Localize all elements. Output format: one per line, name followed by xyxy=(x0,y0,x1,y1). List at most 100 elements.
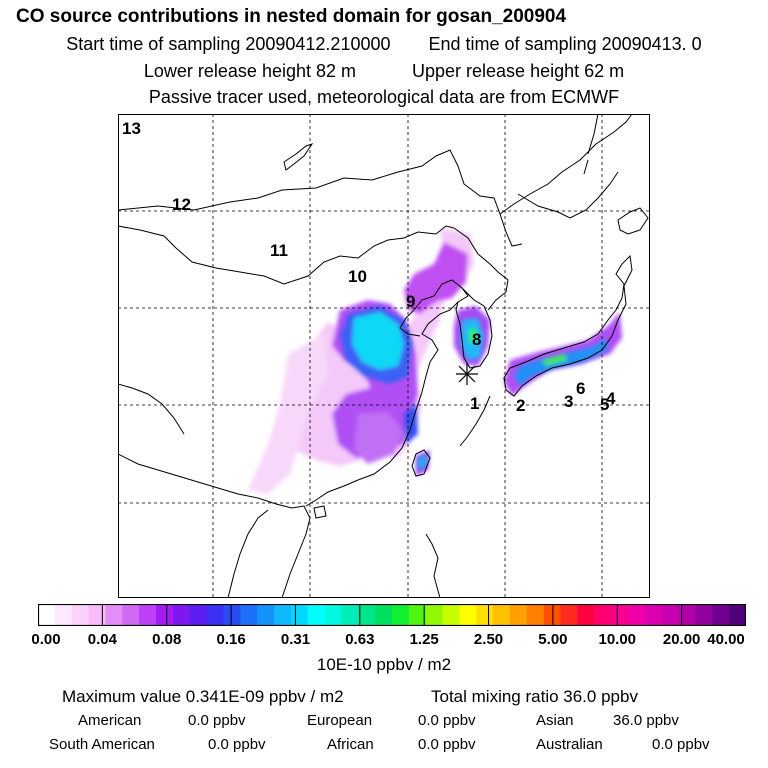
plume-cyan xyxy=(352,312,404,370)
siberia-coast xyxy=(517,171,619,219)
region-label-2: 2 xyxy=(516,396,525,415)
american-label: American xyxy=(78,712,142,729)
colorbar-cell xyxy=(139,604,157,626)
american-value: 0.0 ppbv xyxy=(188,712,246,729)
coastlines xyxy=(118,114,649,598)
max-value-label: Maximum value 0.341E-09 ppbv / m2 xyxy=(62,687,344,706)
colorbar-cell xyxy=(189,604,208,626)
colorbar-cell xyxy=(54,604,73,626)
source-contribution-map: 1 2 3 4 5 6 8 9 10 11 12 13 xyxy=(118,114,650,598)
colorbar-frame xyxy=(38,604,746,626)
plume-japan-green xyxy=(542,354,568,366)
asterisk-icon xyxy=(456,363,478,385)
colorbar-cell xyxy=(594,604,612,626)
region-labels: 1 2 3 4 5 6 8 9 10 11 12 13 xyxy=(122,119,616,415)
philippines xyxy=(425,533,441,598)
asian-value: 36.0 ppbv xyxy=(613,712,679,729)
colorbar-cell xyxy=(122,604,140,626)
colorbar-cell xyxy=(493,604,511,626)
australian-value: 0.0 ppbv xyxy=(652,736,710,753)
russia-mongolia-border xyxy=(118,149,523,247)
total-mixing-ratio-label: Total mixing ratio 36.0 ppbv xyxy=(431,687,638,706)
taiwan xyxy=(411,449,431,477)
page-title: CO source contributions in nested domain… xyxy=(16,6,567,27)
colorbar-cell xyxy=(172,604,191,626)
colorbar-cell xyxy=(577,604,595,626)
colorbar-cells xyxy=(38,604,746,626)
tracer-note: Passive tracer used, meteorological data… xyxy=(148,87,620,107)
region-label-5: 5 xyxy=(600,395,609,414)
indochina xyxy=(118,453,311,598)
colorbar-tick-label: 5.00 xyxy=(538,631,568,648)
colorbar-cell xyxy=(695,604,713,626)
japan-honshu xyxy=(503,254,633,397)
colorbar-cell xyxy=(425,604,444,626)
lake-baikal xyxy=(283,143,314,171)
colorbar-cell xyxy=(307,604,326,626)
south-american-label: South American xyxy=(49,736,155,753)
colorbar-cell xyxy=(611,604,629,626)
colorbar-cell xyxy=(408,604,427,626)
colorbar-cell xyxy=(661,604,680,626)
colorbar-tick-label: 0.00 xyxy=(31,631,61,648)
korea-peninsula xyxy=(455,287,493,369)
colorbar-cell xyxy=(71,604,90,626)
colorbar-tick-label: 20.00 xyxy=(662,631,701,648)
plume-violet xyxy=(404,242,468,314)
african-label: African xyxy=(327,736,374,753)
australian-label: Australian xyxy=(536,736,603,753)
region-label-1: 1 xyxy=(470,394,479,413)
india-east xyxy=(118,383,185,435)
region-label-6: 6 xyxy=(576,379,585,398)
colorbar-cell xyxy=(206,604,225,626)
colorbar-tick-label: 0.08 xyxy=(152,631,182,648)
release-heights: Lower release height 82 m Upper release h… xyxy=(0,62,768,80)
plume-violet-south xyxy=(354,412,404,464)
region-label-9: 9 xyxy=(406,292,415,311)
region-label-3: 3 xyxy=(564,392,573,411)
colorbar-cell xyxy=(375,604,393,626)
korea-border-coast xyxy=(453,227,509,311)
start-time-label: Start time of sampling 20090412.210000 xyxy=(66,34,391,54)
colorbar-cell xyxy=(223,604,241,626)
colorbar-cell xyxy=(105,604,123,626)
colorbar-cell xyxy=(678,604,697,626)
region-label-11: 11 xyxy=(270,241,288,260)
colorbar-cell xyxy=(88,604,107,626)
map-frame xyxy=(118,114,650,598)
african-value: 0.0 ppbv xyxy=(418,736,476,753)
south-american-value: 0.0 ppbv xyxy=(208,736,266,753)
colorbar-cell xyxy=(729,604,746,626)
lat-lon-grid xyxy=(118,114,650,598)
russia-east xyxy=(499,114,633,215)
colorbar-cell xyxy=(560,604,579,626)
plume-taiwan-blue xyxy=(418,454,428,470)
end-time-label: End time of sampling 20090413. 0 xyxy=(428,34,702,54)
colorbar-dividers xyxy=(101,604,683,626)
european-label: European xyxy=(307,712,373,729)
colorbar xyxy=(38,604,746,626)
vietnam-coast xyxy=(227,509,269,598)
colorbar-cell xyxy=(644,604,663,626)
colorbar-cell xyxy=(341,604,359,626)
lower-release-label: Lower release height 82 m xyxy=(143,61,356,81)
colorbar-cell xyxy=(392,604,410,626)
colorbar-tick-label: 10.00 xyxy=(598,631,637,648)
colorbar-cell xyxy=(628,604,646,626)
colorbar-cell xyxy=(526,604,545,626)
colorbar-cell xyxy=(442,604,461,626)
plume-core xyxy=(340,306,608,470)
colorbar-tick-label: 2.50 xyxy=(473,631,504,648)
region-label-4: 4 xyxy=(606,389,616,408)
plume-light-west xyxy=(248,334,328,494)
colorbar-cell xyxy=(240,604,258,626)
sakhalin xyxy=(583,114,599,175)
colorbar-cell xyxy=(38,604,56,626)
colorbar-cell xyxy=(712,604,730,626)
region-label-12: 12 xyxy=(172,195,191,214)
colorbar-cell xyxy=(476,604,494,626)
japan-hokkaido xyxy=(617,207,649,235)
region-label-10: 10 xyxy=(348,267,367,286)
region-label-8: 8 xyxy=(472,330,481,349)
plume-korea-green xyxy=(468,328,478,344)
